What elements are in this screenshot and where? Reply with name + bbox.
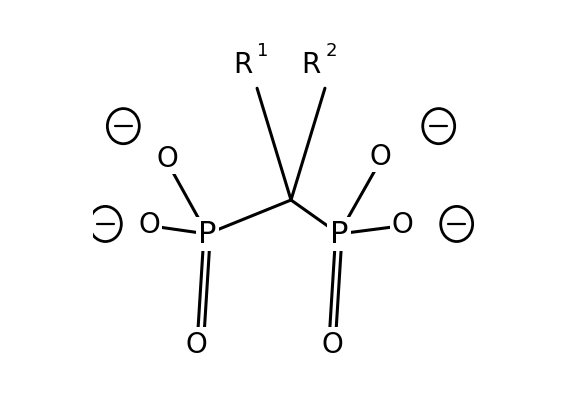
Text: R: R	[233, 51, 253, 79]
Text: O: O	[392, 211, 414, 238]
Text: O: O	[138, 211, 160, 238]
Text: O: O	[370, 143, 391, 171]
Text: 1: 1	[257, 42, 269, 60]
Text: 2: 2	[326, 42, 338, 60]
Text: P: P	[198, 220, 216, 249]
Ellipse shape	[423, 109, 455, 144]
Text: P: P	[330, 220, 348, 249]
Text: O: O	[321, 330, 343, 358]
Text: R: R	[301, 51, 321, 79]
Ellipse shape	[441, 207, 473, 242]
Ellipse shape	[90, 207, 121, 242]
Ellipse shape	[107, 109, 139, 144]
Text: O: O	[186, 330, 207, 358]
Text: O: O	[156, 145, 178, 173]
